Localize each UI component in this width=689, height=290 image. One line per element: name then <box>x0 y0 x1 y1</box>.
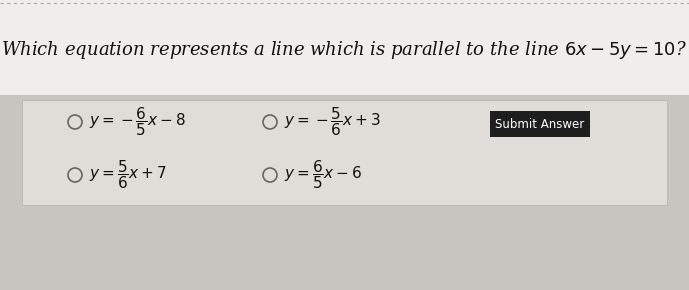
Text: Submit Answer: Submit Answer <box>495 117 585 130</box>
Text: $y = -\dfrac{5}{6}x + 3$: $y = -\dfrac{5}{6}x + 3$ <box>284 106 381 138</box>
Text: $y = -\dfrac{6}{5}x - 8$: $y = -\dfrac{6}{5}x - 8$ <box>89 106 186 138</box>
Text: $y = \dfrac{5}{6}x + 7$: $y = \dfrac{5}{6}x + 7$ <box>89 159 167 191</box>
FancyBboxPatch shape <box>0 0 689 95</box>
Text: $y = \dfrac{6}{5}x - 6$: $y = \dfrac{6}{5}x - 6$ <box>284 159 362 191</box>
FancyBboxPatch shape <box>490 111 590 137</box>
FancyBboxPatch shape <box>22 100 667 205</box>
Text: Which equation represents a line which is parallel to the line $6x - 5y = 10$?: Which equation represents a line which i… <box>1 39 687 61</box>
